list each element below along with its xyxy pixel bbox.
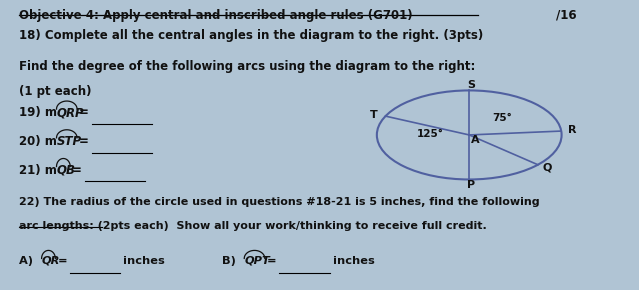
Text: =: = <box>79 135 89 148</box>
Text: 19) m: 19) m <box>19 106 58 119</box>
Text: QPT: QPT <box>244 255 270 266</box>
Text: =: = <box>58 255 67 266</box>
Text: 22) The radius of the circle used in questions #18-21 is 5 inches, find the foll: 22) The radius of the circle used in que… <box>19 197 540 207</box>
Text: Q: Q <box>543 162 552 172</box>
Text: =: = <box>267 255 277 266</box>
Text: 125°: 125° <box>417 128 444 139</box>
Text: P: P <box>467 180 475 190</box>
Text: /16: /16 <box>556 9 576 21</box>
Text: 18) Complete all the central angles in the diagram to the right. (3pts): 18) Complete all the central angles in t… <box>19 29 484 42</box>
Text: (1 pt each): (1 pt each) <box>19 85 92 98</box>
Text: A: A <box>471 135 479 145</box>
Text: T: T <box>370 110 378 120</box>
Text: B): B) <box>222 255 240 266</box>
Text: inches: inches <box>123 255 165 266</box>
Text: A): A) <box>19 255 37 266</box>
Text: QR: QR <box>42 255 60 266</box>
Text: inches: inches <box>333 255 374 266</box>
Text: QRP: QRP <box>56 106 84 119</box>
Text: STP: STP <box>56 135 82 148</box>
Text: =: = <box>72 164 82 177</box>
Text: QB: QB <box>56 164 75 177</box>
Text: S: S <box>468 80 475 90</box>
Text: 75°: 75° <box>492 113 512 123</box>
Text: Find the degree of the following arcs using the diagram to the right:: Find the degree of the following arcs us… <box>19 60 475 73</box>
Text: 21) m: 21) m <box>19 164 57 177</box>
Text: =: = <box>79 106 89 119</box>
Text: arc lengths: (2pts each)  Show all your work/thinking to receive full credit.: arc lengths: (2pts each) Show all your w… <box>19 221 487 231</box>
Text: 20) m: 20) m <box>19 135 57 148</box>
Text: Objective 4: Apply central and inscribed angle rules (G701): Objective 4: Apply central and inscribed… <box>19 9 413 21</box>
Text: R: R <box>567 125 576 135</box>
